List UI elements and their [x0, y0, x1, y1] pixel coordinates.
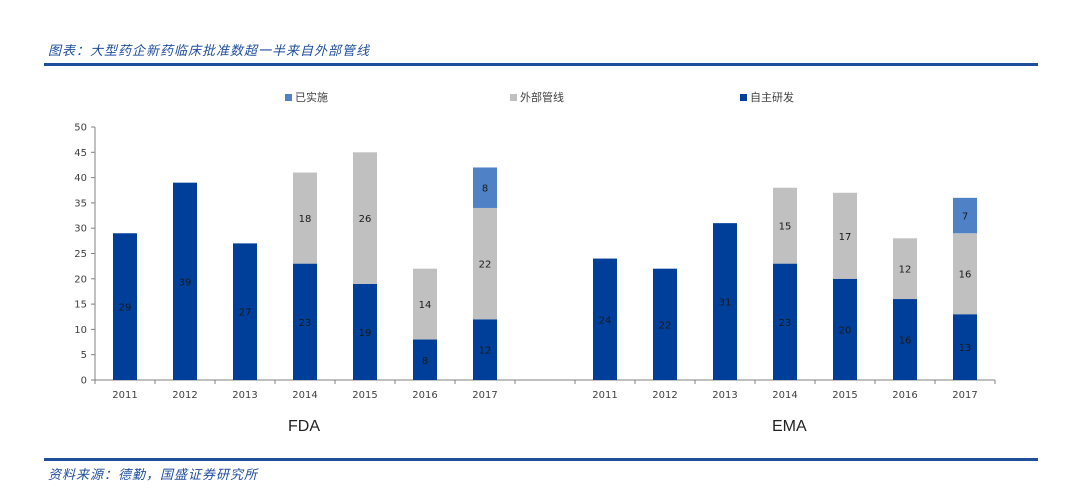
y-tick-label: 25	[74, 249, 87, 260]
x-tick-label: 2016	[892, 390, 917, 401]
group-label-ema: EMA	[772, 418, 807, 435]
data-label: 12	[899, 265, 912, 276]
data-label: 39	[179, 277, 192, 288]
stacked-bar-chart: 0510152025303540455029201139201227201323…	[74, 123, 996, 401]
x-tick-label: 2015	[352, 390, 377, 401]
bar-fda-2011-自主研发	[113, 233, 137, 380]
y-tick-label: 15	[74, 300, 87, 311]
bar-ema-2017-外部管线	[953, 233, 977, 315]
data-label: 13	[959, 343, 972, 354]
source-note: 资料来源：德勤，国盛证券研究所	[48, 468, 259, 483]
bar-ema-2015-外部管线	[833, 192, 857, 279]
y-tick-label: 10	[74, 325, 87, 336]
bar-fda-2016-自主研发	[413, 339, 437, 380]
bar-ema-2016-外部管线	[893, 238, 917, 300]
data-label: 31	[719, 298, 732, 309]
x-tick-label: 2012	[652, 390, 677, 401]
legend-swatch-external	[510, 93, 517, 101]
y-tick-label: 5	[81, 350, 87, 361]
data-label: 22	[479, 260, 492, 271]
x-tick-label: 2017	[952, 390, 977, 401]
bar-fda-2015-外部管线	[353, 152, 377, 284]
data-label: 19	[359, 328, 372, 339]
bar-ema-2014-自主研发	[773, 263, 797, 380]
bar-ema-2016-自主研发	[893, 299, 917, 380]
bar-ema-2015-自主研发	[833, 278, 857, 380]
data-label: 17	[839, 232, 852, 243]
header-rule	[44, 63, 1038, 66]
y-tick-label: 0	[81, 376, 87, 387]
bar-ema-2014-外部管线	[773, 187, 797, 264]
x-tick-label: 2013	[232, 390, 257, 401]
chart-title: 图表：大型药企新药临床批准数超一半来自外部管线	[48, 44, 371, 59]
legend-item-external: 外部管线	[510, 89, 564, 105]
data-label: 18	[299, 214, 312, 225]
legend-label-external: 外部管线	[520, 91, 564, 104]
bar-fda-2017-已实施	[473, 167, 497, 208]
legend-swatch-done	[285, 93, 292, 101]
legend-item-self: 自主研发	[740, 89, 794, 105]
data-label: 29	[119, 303, 132, 314]
data-label: 16	[899, 336, 912, 347]
x-tick-label: 2014	[292, 390, 317, 401]
y-tick-label: 35	[74, 198, 87, 209]
bar-ema-2011-自主研发	[593, 258, 617, 380]
x-tick-label: 2016	[412, 390, 437, 401]
legend-swatch-self	[740, 93, 747, 101]
x-tick-label: 2011	[592, 390, 617, 401]
data-label: 16	[959, 270, 972, 281]
data-label: 26	[359, 214, 372, 225]
bar-fda-2012-自主研发	[173, 182, 197, 380]
legend-label-done: 已实施	[295, 91, 328, 104]
data-label: 22	[659, 320, 672, 331]
x-tick-label: 2017	[472, 390, 497, 401]
data-label: 12	[479, 346, 492, 357]
bar-ema-2013-自主研发	[713, 223, 737, 380]
data-label: 7	[962, 212, 968, 223]
legend-item-done: 已实施	[285, 89, 328, 105]
data-label: 23	[299, 318, 312, 329]
bar-fda-2017-外部管线	[473, 207, 497, 320]
data-label: 20	[839, 325, 852, 336]
bar-fda-2014-外部管线	[293, 172, 317, 264]
bar-ema-2017-自主研发	[953, 314, 977, 380]
bar-fda-2015-自主研发	[353, 283, 377, 380]
data-label: 23	[779, 318, 792, 329]
bar-fda-2017-自主研发	[473, 319, 497, 380]
bar-fda-2013-自主研发	[233, 243, 257, 380]
x-tick-label: 2013	[712, 390, 737, 401]
y-tick-label: 20	[74, 274, 87, 285]
bar-fda-2016-外部管线	[413, 268, 437, 340]
data-label: 24	[599, 315, 612, 326]
bar-ema-2017-已实施	[953, 197, 977, 234]
y-tick-label: 50	[74, 123, 87, 134]
x-tick-label: 2014	[772, 390, 797, 401]
y-tick-label: 40	[74, 173, 87, 184]
legend-label-self: 自主研发	[750, 91, 794, 104]
footer-rule	[44, 458, 1038, 461]
data-label: 15	[779, 222, 792, 233]
data-label: 14	[419, 300, 432, 311]
bar-ema-2012-自主研发	[653, 268, 677, 380]
data-label: 8	[422, 356, 428, 367]
x-tick-label: 2012	[172, 390, 197, 401]
data-label: 8	[482, 184, 488, 195]
x-tick-label: 2015	[832, 390, 857, 401]
x-tick-label: 2011	[112, 390, 137, 401]
y-tick-label: 30	[74, 224, 87, 235]
y-tick-label: 45	[74, 148, 87, 159]
group-label-fda: FDA	[288, 418, 320, 435]
bar-fda-2014-自主研发	[293, 263, 317, 380]
data-label: 27	[239, 308, 252, 319]
